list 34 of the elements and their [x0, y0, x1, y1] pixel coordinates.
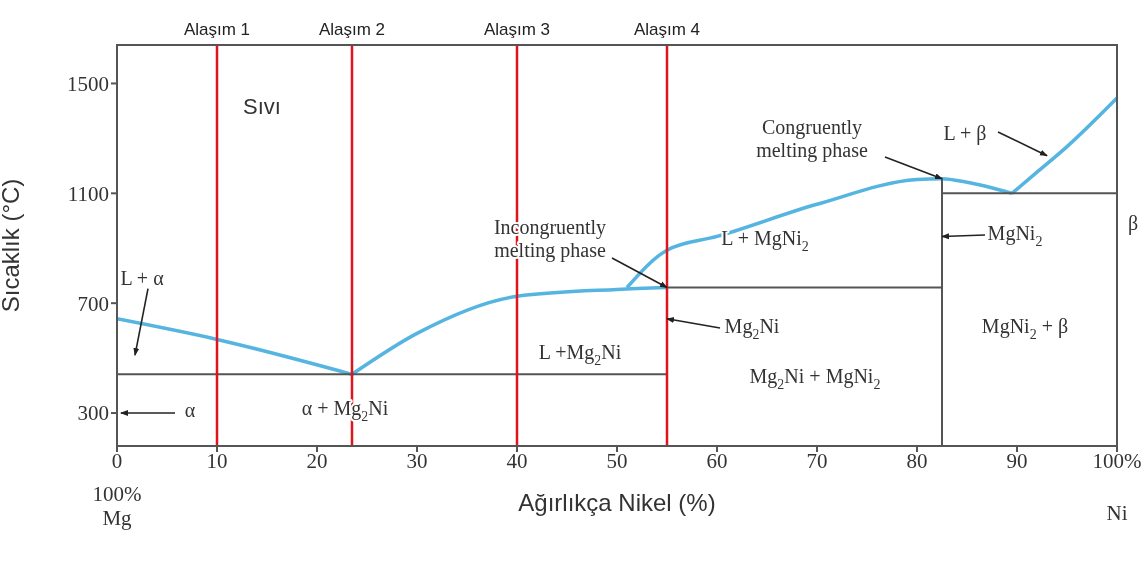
- x-axis-title: Ağırlıkça Nikel (%): [518, 489, 716, 516]
- x-tick-label: 90: [1006, 449, 1028, 473]
- x-tick-label: 30: [406, 449, 428, 473]
- annotation: Mg$_{2}$Ni + MgNi$_{2}$: [749, 364, 881, 392]
- y-axis-title: Sıcaklık (°C): [0, 178, 24, 313]
- x-tick-label: 40: [506, 449, 528, 473]
- annotation: L +Mg$_{2}$Ni: [538, 340, 622, 368]
- y-tick-label: 1100: [67, 181, 109, 206]
- x-tick-label: 10: [206, 449, 228, 473]
- x-tick-label: 20: [306, 449, 328, 473]
- text: 100% Mg: [92, 481, 142, 530]
- y-tick-label: 1500: [67, 71, 109, 96]
- y-tick-label: 700: [77, 291, 109, 316]
- annotation: L + α: [120, 266, 165, 289]
- text: β: [1127, 211, 1139, 235]
- annotation: α: [184, 398, 196, 421]
- x-tick-label: 50: [606, 449, 628, 473]
- text: Ni: [1106, 500, 1128, 525]
- annotation: Congruently melting phase: [756, 115, 868, 162]
- x-tick-label: 70: [806, 449, 828, 473]
- annotation: MgNi$_{2}$: [987, 221, 1043, 249]
- ref-line-label: Alaşım 1: [183, 20, 251, 39]
- annotation: L + β: [943, 121, 987, 145]
- y-tick-label: 300: [77, 401, 109, 426]
- annotation: Sıvı: [243, 93, 281, 119]
- annotation: Mg$_{2}$Ni: [724, 314, 780, 342]
- x-tick-label: 0: [111, 449, 123, 473]
- x-tick-label: 100%: [1092, 449, 1142, 473]
- ref-line-label: Alaşım 2: [318, 20, 386, 39]
- x-tick-label: 80: [906, 449, 928, 473]
- annotation: MgNi$_{2}$ + β: [981, 314, 1069, 342]
- ref-line-label: Alaşım 3: [483, 20, 551, 39]
- ref-line-label: Alaşım 4: [633, 20, 701, 39]
- x-tick-label: 60: [706, 449, 728, 473]
